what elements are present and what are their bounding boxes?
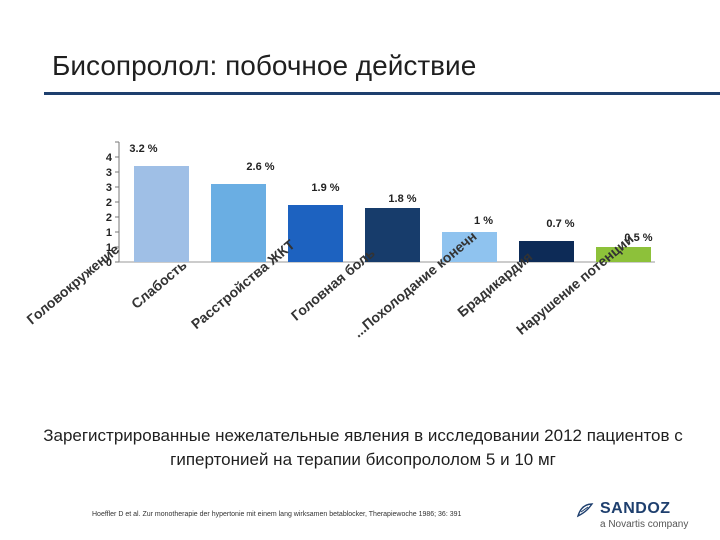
slide-caption: Зарегистрированные нежелательные явления…: [43, 426, 683, 469]
slide-title: Бисопролол: побочное действие: [52, 50, 477, 81]
brand-tagline: a Novartis company: [600, 519, 689, 530]
bar: [519, 241, 574, 262]
bar: [596, 247, 651, 262]
bar: [442, 232, 497, 262]
y-tick-label: 3: [106, 167, 112, 179]
value-labels: 3.2 % 2.6 % 1.9 % 1.8 % 1 % 0.7 % 0.5 %: [129, 143, 652, 244]
bar-value-label: 1.8 %: [388, 193, 416, 205]
bar-value-label: 0.7 %: [546, 218, 574, 230]
y-tick-label: 1: [106, 242, 112, 254]
y-tick-label: 4: [106, 152, 113, 164]
title-divider: [44, 92, 720, 95]
reference-footnote: Hoeffler D et al. Zur monotherapie der h…: [92, 511, 462, 518]
y-tick-label: 3: [106, 182, 112, 194]
brand-name: SANDOZ: [600, 500, 671, 517]
y-tick-label: 2: [106, 197, 112, 209]
y-tick-label: 0: [106, 257, 112, 269]
bar-value-label: 0.5 %: [624, 232, 652, 244]
sandoz-leaf-icon: [576, 503, 594, 518]
y-tick-label: 2: [106, 212, 112, 224]
bar-value-label: 1 %: [474, 215, 493, 227]
bar-chart: 0 1 1 2 2 3 3 4 3.2 % 2.6 % 1.9 % 1.8 % 1 % 0.7 % 0.5…: [23, 141, 655, 340]
bar: [288, 205, 343, 262]
category-label: Головокружение: [23, 241, 122, 328]
bar-value-label: 3.2 %: [129, 143, 157, 155]
bars: [134, 166, 651, 262]
y-tick-label: 1: [106, 227, 112, 239]
bar-value-label: 1.9 %: [311, 182, 339, 194]
bar-value-label: 2.6 %: [246, 161, 274, 173]
category-label: Слабость: [128, 256, 190, 312]
bar: [134, 166, 189, 262]
sandoz-logo: SANDOZ a Novartis company: [576, 500, 696, 534]
bar: [211, 184, 266, 262]
bar: [365, 208, 420, 262]
